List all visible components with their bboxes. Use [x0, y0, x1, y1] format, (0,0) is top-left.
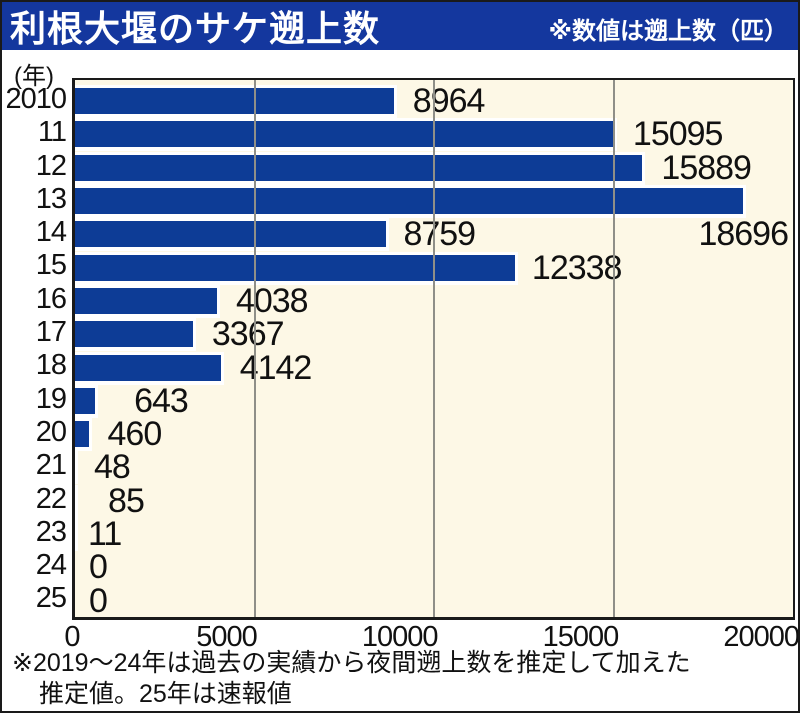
bar-row-20: 460 — [75, 415, 793, 454]
plot-area: 8964 15095 15889 8759 12338 4038 3367 4142 643 46… — [72, 78, 795, 620]
chart-title: 利根大堰のサケ遡上数 — [10, 8, 381, 49]
footnote-line-1: ※2019～24年は過去の実績から夜間遡上数を推定して加えた — [12, 649, 691, 677]
value-label-2010: 8964 — [412, 82, 486, 121]
year-label-2010: 2010 — [5, 83, 67, 115]
year-label-21: 21 — [35, 449, 67, 482]
bar-row-15: 12338 — [75, 248, 793, 287]
value-label-25: 0 — [89, 581, 108, 620]
year-label-24: 24 — [35, 549, 67, 582]
year-label-12: 12 — [35, 149, 67, 182]
bar-row-23: 11 — [75, 515, 793, 553]
bar-row-2010: 8964 — [75, 82, 793, 121]
value-label-18: 4142 — [239, 348, 313, 387]
bar-row-21: 48 — [75, 448, 793, 487]
bar-2010 — [75, 85, 397, 119]
year-label-15: 15 — [35, 249, 67, 282]
value-label-15: 12338 — [531, 248, 623, 287]
bar-23 — [75, 518, 78, 551]
year-label-13: 13 — [35, 182, 67, 215]
bar-22 — [75, 484, 79, 518]
bar-20 — [75, 418, 92, 452]
bar-12 — [75, 151, 646, 185]
bar-row-19: 643 — [75, 381, 793, 420]
value-label-23: 11 — [88, 515, 122, 553]
chart-title-bar: 利根大堰のサケ遡上数 ※数値は遡上数（匹） — [2, 2, 798, 50]
year-label-20: 20 — [35, 415, 67, 448]
x-tick-label-10000: 10000 — [361, 621, 439, 653]
year-label-16: 16 — [35, 282, 67, 315]
value-label-16: 4038 — [235, 281, 309, 320]
bar-11 — [75, 118, 617, 152]
bar-row-16: 4038 — [75, 281, 793, 320]
x-axis: 0 5000 10000 15000 20000 — [64, 621, 798, 654]
year-label-19: 19 — [35, 382, 67, 415]
gridline-5000 — [253, 80, 256, 617]
year-label-23: 23 — [35, 515, 67, 548]
value-label-21: 48 — [94, 448, 131, 487]
value-label-11: 15095 — [632, 115, 724, 154]
year-label-11: 11 — [37, 116, 67, 149]
year-label-25: 25 — [35, 582, 67, 615]
x-tick-label-20000: 20000 — [723, 621, 799, 653]
x-tick-label-15000: 15000 — [542, 621, 620, 653]
bar-row-11: 15095 — [75, 115, 793, 154]
bar-17 — [75, 318, 196, 352]
value-label-20: 460 — [107, 415, 163, 454]
bar-14 — [75, 218, 390, 252]
bar-19 — [75, 384, 99, 418]
value-label-17: 3367 — [211, 315, 285, 354]
bar-21 — [75, 451, 78, 485]
bar-row-17: 3367 — [75, 315, 793, 354]
bar-16 — [75, 284, 220, 318]
y-axis-unit-label: (年) — [14, 63, 54, 90]
bar-18 — [75, 351, 224, 385]
bar-row-25: 0 — [75, 584, 793, 617]
gridline-15000 — [612, 80, 615, 617]
value-label-14: 8759 — [403, 215, 476, 254]
year-label-18: 18 — [35, 349, 67, 382]
x-tick-label-0: 0 — [64, 621, 80, 653]
value-label-12: 15889 — [661, 148, 752, 187]
bar-row-13 — [75, 185, 793, 219]
bar-row-14: 8759 — [75, 215, 793, 254]
bar-row-24: 0 — [75, 548, 793, 587]
bar-row-18: 4142 — [75, 348, 793, 387]
bar-15 — [75, 251, 518, 285]
bar-row-22: 85 — [75, 481, 793, 520]
value-label-13: 18696 — [698, 215, 789, 254]
bar-rows: 8964 15095 15889 8759 12338 4038 3367 4142 643 46… — [75, 82, 793, 617]
footnote-line-2: 推定値。25年は速報値 — [39, 680, 292, 708]
value-label-24: 0 — [89, 548, 108, 587]
unit-note: ※数値は遡上数（匹） — [548, 17, 788, 45]
year-label-22: 22 — [35, 482, 67, 515]
bar-13 — [75, 185, 747, 219]
bar-row-12: 15889 — [75, 148, 793, 187]
x-tick-label-5000: 5000 — [196, 621, 258, 653]
value-label-19: 643 — [134, 381, 189, 420]
year-axis-labels: 2010 11 12 13 14 15 16 17 18 19 20 21 22 23 24 25 — [2, 83, 67, 616]
value-label-22: 85 — [108, 481, 145, 520]
year-label-17: 17 — [35, 316, 67, 349]
year-label-14: 14 — [35, 216, 67, 249]
gridline-10000 — [433, 80, 435, 617]
footnote: ※2019～24年は過去の実績から夜間遡上数を推定して加えた 推定値。25年は速… — [12, 648, 691, 710]
